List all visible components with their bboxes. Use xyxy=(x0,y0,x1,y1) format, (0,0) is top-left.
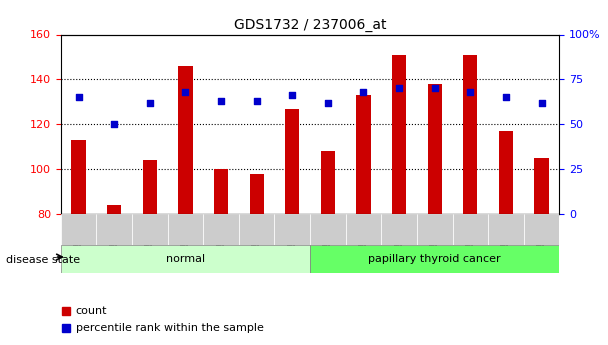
FancyBboxPatch shape xyxy=(203,214,239,245)
Bar xyxy=(392,55,406,214)
Point xyxy=(216,98,226,104)
FancyBboxPatch shape xyxy=(132,214,168,245)
Point xyxy=(288,93,297,98)
Point xyxy=(466,89,475,95)
Point xyxy=(430,86,440,91)
Bar xyxy=(321,151,335,214)
Bar xyxy=(285,108,299,214)
Bar xyxy=(427,84,442,214)
Text: normal: normal xyxy=(166,254,205,264)
Bar xyxy=(107,205,122,214)
Bar xyxy=(463,55,477,214)
FancyBboxPatch shape xyxy=(488,214,523,245)
FancyBboxPatch shape xyxy=(310,214,346,245)
Bar xyxy=(178,66,193,214)
Bar xyxy=(534,158,548,214)
FancyBboxPatch shape xyxy=(97,214,132,245)
Bar xyxy=(214,169,228,214)
Bar xyxy=(499,131,513,214)
Point xyxy=(394,86,404,91)
FancyBboxPatch shape xyxy=(239,214,274,245)
FancyBboxPatch shape xyxy=(61,214,97,245)
Point xyxy=(145,100,154,106)
Bar xyxy=(72,140,86,214)
Point xyxy=(323,100,333,106)
Point xyxy=(181,89,190,95)
Point xyxy=(359,89,368,95)
Text: papillary thyroid cancer: papillary thyroid cancer xyxy=(368,254,501,264)
Bar xyxy=(143,160,157,214)
Bar xyxy=(356,95,371,214)
FancyBboxPatch shape xyxy=(274,214,310,245)
FancyBboxPatch shape xyxy=(61,245,310,273)
FancyBboxPatch shape xyxy=(523,214,559,245)
Point xyxy=(537,100,547,106)
Point xyxy=(74,95,83,100)
Text: percentile rank within the sample: percentile rank within the sample xyxy=(76,323,264,333)
Text: count: count xyxy=(76,306,107,315)
Text: disease state: disease state xyxy=(6,256,80,265)
FancyBboxPatch shape xyxy=(310,245,559,273)
FancyBboxPatch shape xyxy=(452,214,488,245)
FancyBboxPatch shape xyxy=(381,214,417,245)
Bar xyxy=(249,174,264,214)
FancyBboxPatch shape xyxy=(346,214,381,245)
FancyBboxPatch shape xyxy=(168,214,203,245)
Point xyxy=(252,98,261,104)
FancyBboxPatch shape xyxy=(417,214,452,245)
Point xyxy=(109,121,119,127)
Point xyxy=(501,95,511,100)
Title: GDS1732 / 237006_at: GDS1732 / 237006_at xyxy=(234,18,386,32)
